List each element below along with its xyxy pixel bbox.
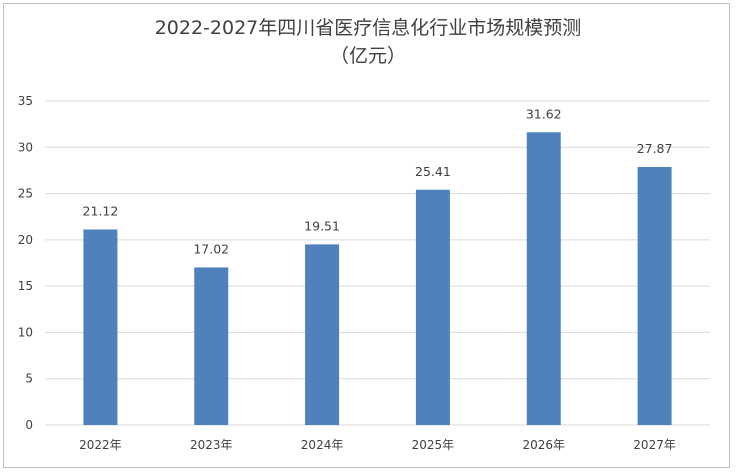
- bar: [83, 229, 118, 425]
- chart-title-line2: （亿元）: [329, 45, 406, 67]
- data-label: 21.12: [83, 203, 119, 218]
- x-tick-label: 2027年: [633, 438, 676, 452]
- data-label: 25.41: [415, 164, 451, 179]
- x-tick-label: 2025年: [412, 438, 455, 452]
- x-axis: 2022年 2023年 2024年 2025年 2026年 2027年: [79, 438, 676, 452]
- y-tick-label: 15: [18, 279, 33, 293]
- y-tick-label: 30: [18, 140, 33, 154]
- x-tick-label: 2022年: [79, 438, 122, 452]
- y-tick-label: 25: [18, 187, 33, 201]
- chart-title: 2022-2027年四川省医疗信息化行业市场规模预测 （亿元）: [0, 14, 736, 70]
- y-tick-label: 10: [18, 325, 33, 339]
- x-tick-label: 2023年: [190, 438, 233, 452]
- bar: [194, 267, 229, 425]
- data-labels: 21.12 17.02 19.51 25.41 31.62 27.87: [83, 106, 673, 256]
- bars: [83, 132, 672, 426]
- data-label: 27.87: [637, 141, 673, 156]
- x-tick-label: 2026年: [522, 438, 565, 452]
- y-tick-label: 5: [25, 372, 33, 386]
- bar: [526, 132, 561, 426]
- bar: [637, 167, 672, 426]
- y-axis: 0 5 10 15 20 25 30 35: [18, 94, 33, 432]
- bar: [305, 244, 340, 425]
- data-label: 17.02: [193, 241, 229, 256]
- chart-title-line1: 2022-2027年四川省医疗信息化行业市场规模预测: [154, 17, 582, 39]
- data-label: 31.62: [526, 106, 562, 121]
- y-tick-label: 35: [18, 94, 33, 108]
- gridlines: [45, 100, 710, 426]
- y-tick-label: 20: [18, 233, 33, 247]
- chart-frame: [3, 3, 730, 468]
- x-tick-label: 2024年: [301, 438, 344, 452]
- bar: [415, 189, 450, 425]
- y-tick-label: 0: [25, 418, 33, 432]
- data-label: 19.51: [304, 218, 340, 233]
